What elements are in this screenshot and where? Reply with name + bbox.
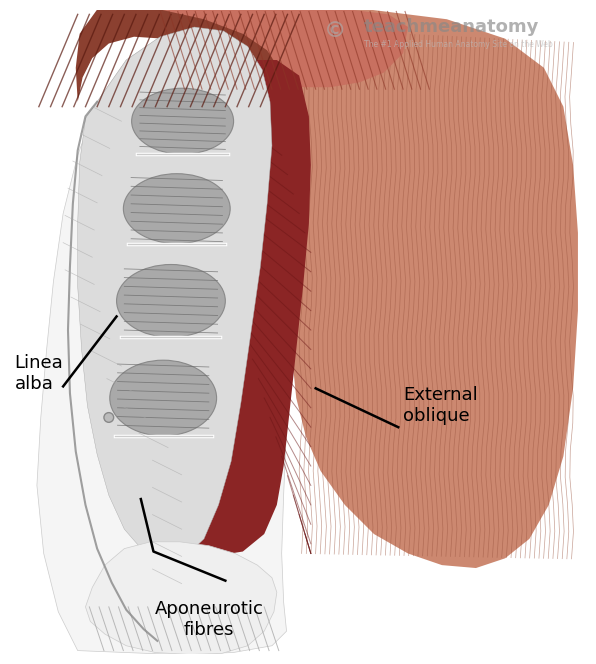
Polygon shape: [77, 27, 272, 561]
Ellipse shape: [110, 360, 216, 436]
Polygon shape: [85, 542, 277, 655]
Ellipse shape: [117, 264, 225, 337]
Ellipse shape: [123, 174, 230, 244]
Text: ©: ©: [324, 21, 346, 41]
Text: Aponeurotic
fibres: Aponeurotic fibres: [154, 600, 263, 639]
Polygon shape: [144, 60, 311, 555]
Circle shape: [104, 412, 114, 422]
Text: The #1 Applied Human Anatomy Site on the Web: The #1 Applied Human Anatomy Site on the…: [364, 40, 553, 49]
Polygon shape: [156, 9, 408, 87]
Ellipse shape: [132, 88, 234, 154]
Polygon shape: [76, 9, 282, 102]
Text: teachmeanatomy: teachmeanatomy: [364, 18, 539, 36]
Text: Linea
alba: Linea alba: [14, 355, 63, 393]
Polygon shape: [37, 27, 311, 655]
Polygon shape: [290, 9, 578, 568]
Text: External
oblique: External oblique: [403, 386, 478, 425]
